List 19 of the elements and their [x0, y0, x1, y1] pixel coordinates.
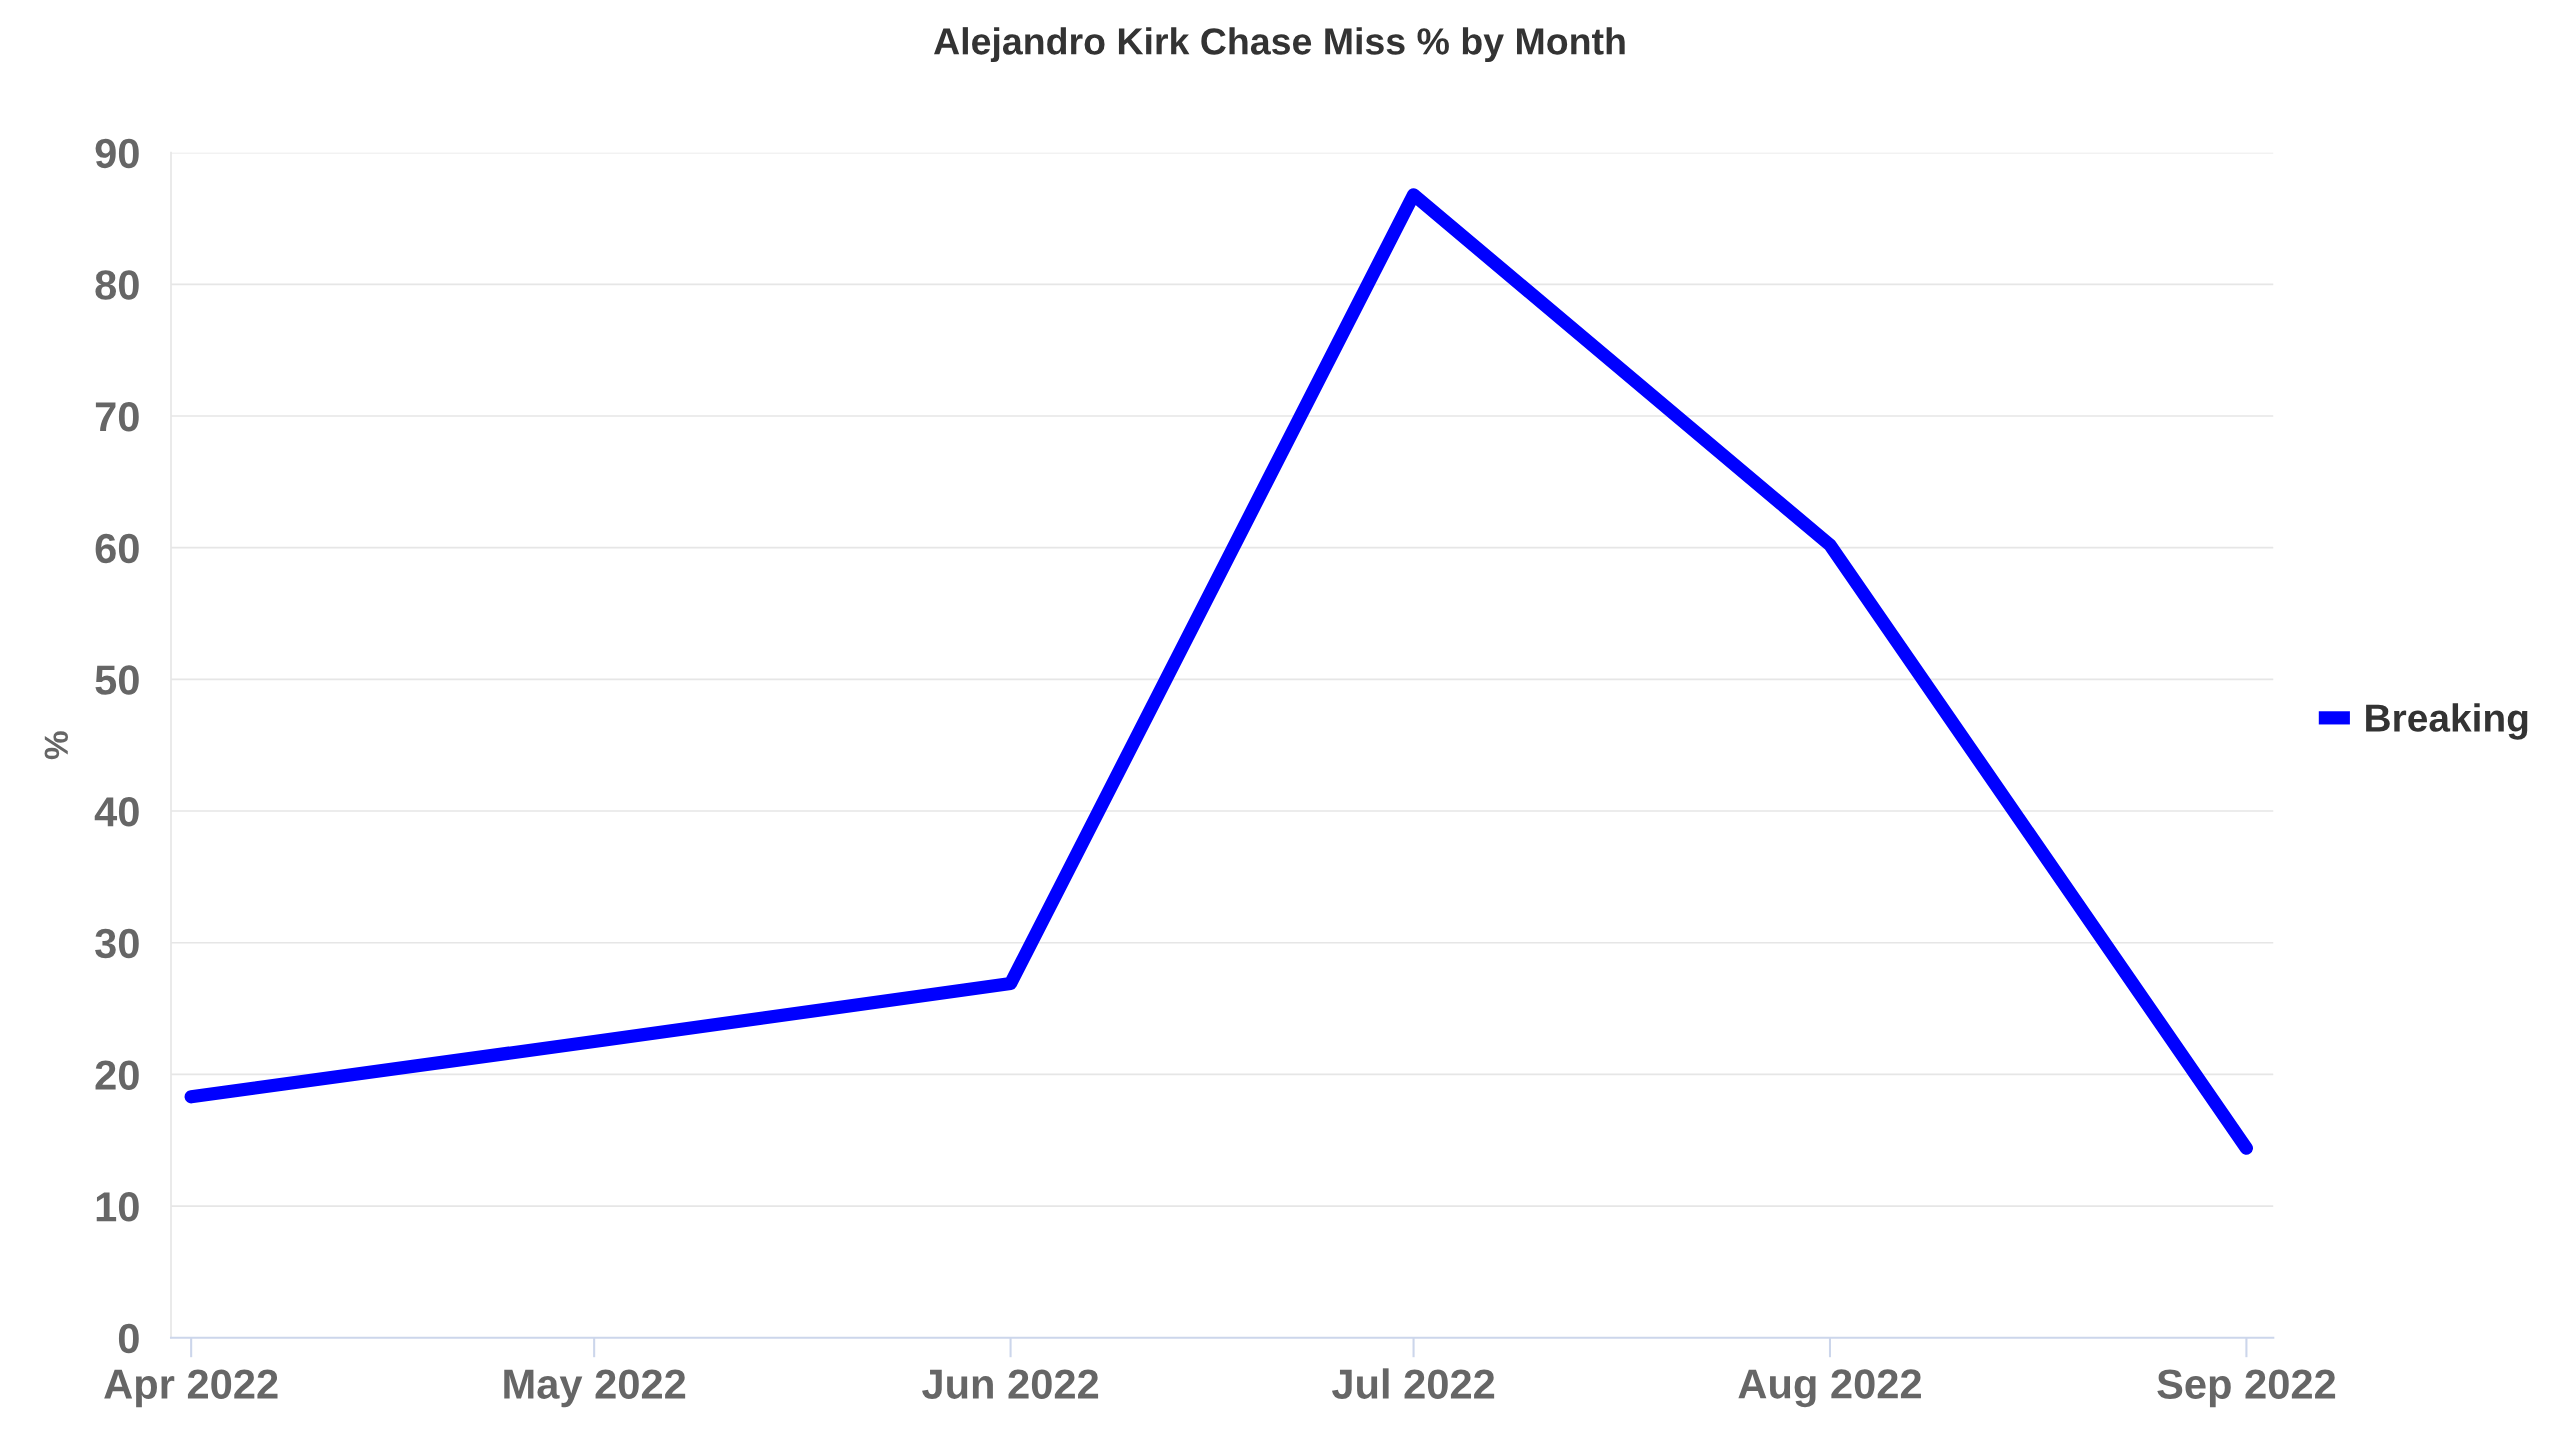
- y-tick-label: 0: [118, 1323, 139, 1354]
- x-tick-label: Sep 2022: [2157, 1369, 2336, 1408]
- y-tick-label: 80: [95, 270, 139, 300]
- y-tick-label: 90: [95, 138, 139, 169]
- y-tick-label: 30: [95, 928, 139, 959]
- y-tick-label: 60: [95, 533, 139, 564]
- y-tick-label: 20: [95, 1060, 139, 1090]
- y-axis-title: %: [44, 731, 69, 760]
- x-tick-label: Jun 2022: [922, 1369, 1099, 1399]
- y-tick-label: 70: [95, 402, 139, 432]
- legend-label: Breaking: [2366, 703, 2528, 740]
- y-tick-label: 10: [96, 1192, 139, 1222]
- x-tick-label: Jul 2022: [1331, 1368, 1495, 1399]
- y-tick-label: 50: [95, 665, 139, 695]
- x-tick-label: Aug 2022: [1738, 1369, 1921, 1408]
- chart-title: Alejandro Kirk Chase Miss % by Month: [934, 27, 1625, 63]
- x-tick-label: May 2022: [504, 1369, 686, 1408]
- y-tick-label: 40: [94, 797, 139, 827]
- x-tick-label: Apr 2022: [104, 1369, 278, 1408]
